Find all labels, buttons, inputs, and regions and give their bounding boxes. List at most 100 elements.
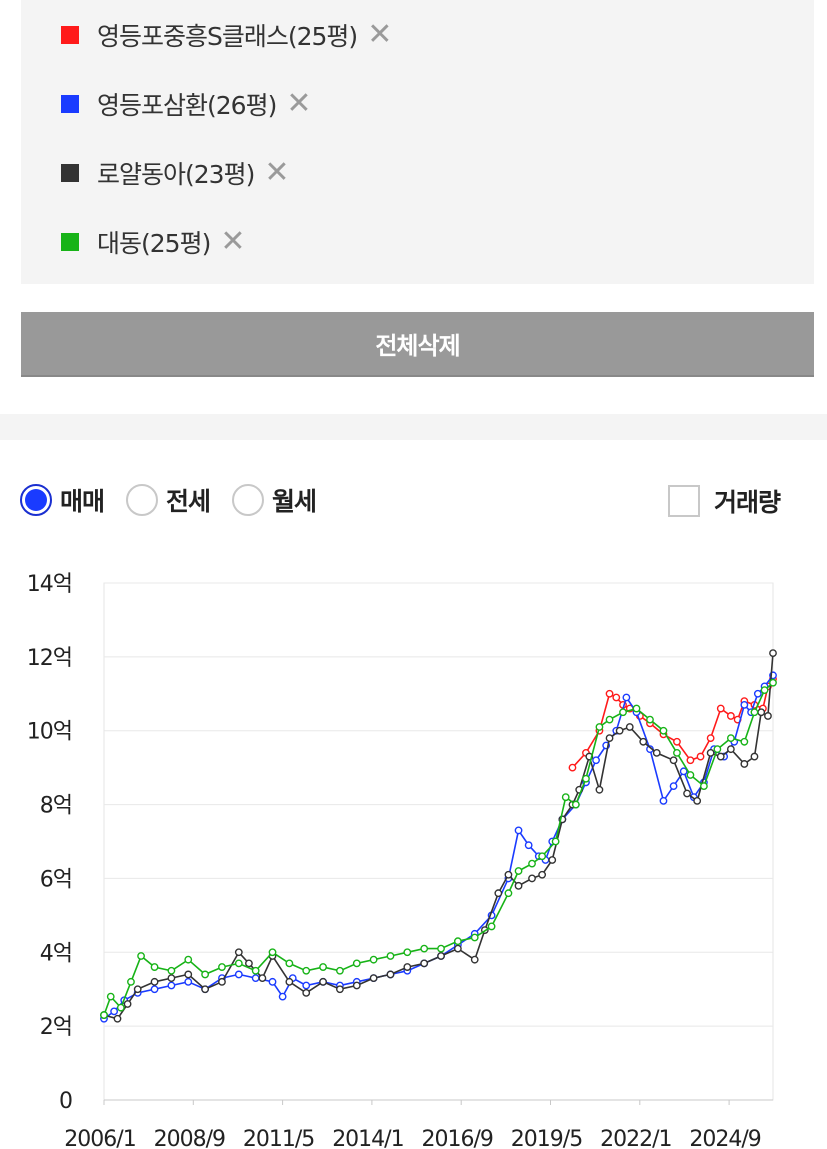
x-tick-label: 2008/9 [154,1127,225,1149]
data-point [285,977,294,986]
data-point [538,852,547,861]
data-point [612,693,621,702]
data-point [669,782,678,791]
plot-area [103,582,774,1101]
data-point [528,874,536,883]
legend-label: 로얄동아(23평) [97,160,255,189]
data-point [437,944,445,953]
data-point [713,745,722,754]
radio-unchecked-icon[interactable] [126,484,159,516]
data-point [561,793,570,802]
data-point [369,974,378,983]
data-point [669,756,678,765]
close-icon[interactable]: ✕ [286,86,311,121]
green-square-icon [61,233,79,251]
data-point [753,689,762,698]
data-point [201,985,210,994]
x-tick-label: 2022/1 [600,1127,671,1149]
data-point [352,959,361,968]
data-point [278,992,287,1001]
radio-label: 월세 [272,487,317,516]
data-point [683,789,691,798]
legend-item: 로얄동아(23평) ✕ [61,153,289,193]
data-point [201,970,210,979]
data-point [386,952,395,960]
data-point [726,734,735,743]
data-point [740,760,749,768]
data-point [437,952,445,960]
radio-monthly-rent[interactable]: 월세 [232,482,317,518]
data-point [504,889,513,898]
data-point [258,974,267,983]
radio-label: 매매 [60,487,105,516]
data-point [100,1011,108,1019]
checkbox-icon[interactable] [668,485,700,517]
data-point [494,889,503,898]
data-point [167,974,176,983]
blue-square-icon [61,95,79,113]
data-point [184,977,193,986]
data-point [403,948,412,957]
data-point [184,970,193,979]
x-tick-label: 2024/9 [689,1127,760,1149]
radio-jeonse[interactable]: 전세 [126,482,211,518]
data-point [110,1007,119,1016]
data-point [403,963,412,971]
data-point [673,748,681,757]
data-point [750,708,759,717]
data-point [679,767,688,776]
data-point [568,763,577,772]
data-point [659,726,668,735]
legend-label: 영등포중흥S클래스(25평) [97,22,358,51]
radio-unchecked-icon[interactable] [232,484,265,516]
data-point [696,752,705,761]
data-point [757,708,766,717]
data-point [538,870,547,879]
close-icon[interactable]: ✕ [264,155,289,190]
data-point [234,959,243,968]
data-point [769,649,777,658]
data-point [251,966,260,975]
data-point [619,708,627,717]
data-point [319,977,327,986]
data-point [605,689,614,698]
data-point [285,959,294,968]
data-point [487,922,496,931]
data-point [336,966,344,975]
legend-item: 영등포삼환(26평) ✕ [61,84,311,124]
y-tick-label: 6억 [40,867,72,892]
data-point [615,726,624,735]
data-point [605,734,614,743]
x-tick-label: 2016/9 [421,1127,492,1149]
data-point [595,723,604,731]
close-icon[interactable]: ✕ [220,224,245,259]
data-point [524,841,533,850]
delete-all-button[interactable]: 전체삭제 [21,312,814,377]
data-point [716,704,725,713]
black-square-icon [61,164,79,182]
price-line-chart: 0 2억 4억 6억 8억 10억 12억 14억 2006/1 2008/9 2011/5 2014… [27,572,777,1149]
data-point [234,970,243,979]
radio-sale[interactable]: 매매 [20,482,105,518]
data-point [686,756,695,765]
data-point [571,800,580,809]
volume-checkbox[interactable]: 거래량 [668,483,781,519]
red-square-icon [61,26,79,44]
data-point [595,785,604,794]
data-point [268,948,277,957]
data-point [116,1003,125,1012]
data-point [659,796,668,805]
data-point [726,712,735,720]
radio-checked-icon[interactable] [20,484,52,516]
data-point [420,959,429,968]
data-point [625,723,634,731]
data-point [592,756,600,765]
data-point [514,826,523,835]
data-point [386,970,395,979]
data-point [706,748,715,757]
close-icon[interactable]: ✕ [367,17,392,52]
data-point [514,867,523,875]
data-point [750,752,759,761]
data-point [726,745,735,754]
legend-label: 영등포삼환(26평) [97,91,277,120]
